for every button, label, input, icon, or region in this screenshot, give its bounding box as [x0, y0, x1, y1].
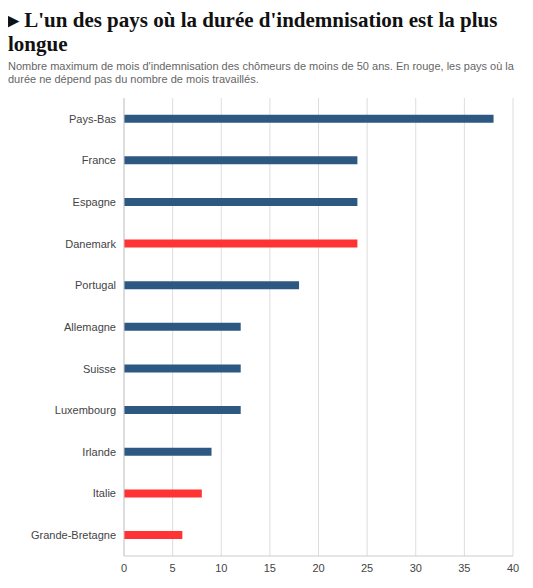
svg-text:Espagne: Espagne: [73, 196, 116, 208]
svg-text:Grande-Bretagne: Grande-Bretagne: [31, 529, 116, 541]
svg-text:25: 25: [361, 562, 373, 574]
html-text:Nombre maximum de mois d'indem: Nombre maximum de mois d'indemnisation d…: [8, 60, 514, 85]
html-text:▸ L'un des pays où la durée d': ▸ L'un des pays où la durée d'indemnisat…: [8, 8, 498, 56]
svg-text:Allemagne: Allemagne: [64, 321, 116, 333]
svg-text:5: 5: [170, 562, 176, 574]
svg-text:Portugal: Portugal: [75, 279, 116, 291]
svg-text:10: 10: [215, 562, 227, 574]
svg-text:Suisse: Suisse: [83, 363, 116, 375]
svg-text:40: 40: [507, 562, 519, 574]
svg-text:35: 35: [458, 562, 470, 574]
svg-text:Danemark: Danemark: [65, 238, 116, 250]
svg-text:20: 20: [312, 562, 324, 574]
svg-text:Pays-Bas: Pays-Bas: [69, 113, 117, 125]
svg-text:France: France: [82, 154, 116, 166]
svg-text:Irlande: Irlande: [82, 446, 116, 458]
svg-text:Luxembourg: Luxembourg: [55, 404, 116, 416]
svg-text:Italie: Italie: [93, 487, 116, 499]
svg-text:30: 30: [410, 562, 422, 574]
svg-text:0: 0: [121, 562, 127, 574]
svg-text:15: 15: [264, 562, 276, 574]
